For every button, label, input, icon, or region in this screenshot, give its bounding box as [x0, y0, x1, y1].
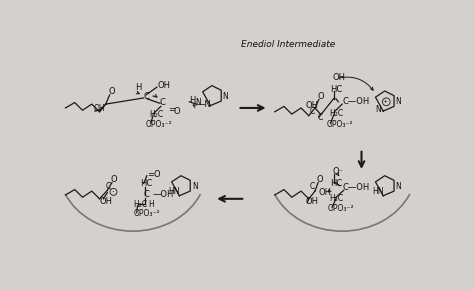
Text: OH: OH [319, 188, 332, 197]
Text: H₂C: H₂C [330, 194, 344, 203]
Text: ·: · [112, 187, 115, 197]
Text: C: C [318, 113, 323, 122]
Text: N: N [192, 182, 198, 191]
Text: OH: OH [333, 73, 346, 82]
Text: H₂C: H₂C [134, 200, 148, 209]
Text: H: H [190, 96, 196, 105]
Text: H₂C: H₂C [330, 109, 344, 118]
Text: C: C [106, 182, 111, 191]
Text: HC: HC [330, 85, 342, 94]
Text: OPO₃⁻²: OPO₃⁻² [327, 120, 353, 129]
Text: O⁻: O⁻ [333, 167, 344, 176]
Text: OH: OH [306, 101, 319, 110]
Text: N: N [195, 98, 201, 107]
Text: N: N [396, 182, 401, 191]
Text: H₂C: H₂C [149, 110, 163, 119]
Text: HC: HC [140, 179, 152, 188]
Text: OH: OH [158, 81, 171, 90]
Text: OPO₃⁻²: OPO₃⁻² [146, 119, 173, 129]
Text: HN: HN [169, 186, 180, 196]
Text: H: H [148, 200, 154, 209]
Text: N: N [396, 97, 401, 106]
Text: C—OH: C—OH [342, 183, 369, 192]
Text: HC: HC [330, 179, 342, 188]
Text: O: O [110, 175, 117, 184]
Text: OH: OH [93, 104, 105, 113]
Text: C: C [160, 98, 166, 107]
Text: OH: OH [306, 197, 319, 206]
Text: —N: —N [196, 99, 211, 108]
Text: C: C [144, 191, 150, 200]
Text: C: C [310, 182, 315, 191]
Text: N: N [375, 105, 381, 114]
Text: O: O [317, 92, 324, 101]
Text: C: C [310, 107, 315, 116]
Text: Enediol Intermediate: Enediol Intermediate [241, 39, 335, 48]
Text: OH: OH [100, 197, 112, 206]
Text: OPO₃⁻²: OPO₃⁻² [134, 209, 160, 218]
Text: —OH: —OH [152, 191, 173, 200]
Text: HN: HN [373, 186, 384, 196]
Text: =O: =O [147, 171, 161, 180]
Text: N: N [222, 92, 228, 101]
Text: OPO₃⁻²: OPO₃⁻² [328, 204, 354, 213]
Text: C: C [144, 92, 150, 101]
Text: O: O [174, 107, 181, 116]
Text: =: = [168, 105, 175, 114]
Text: C—OH: C—OH [342, 97, 369, 106]
Text: +: + [382, 99, 387, 104]
Text: H: H [135, 83, 142, 92]
Text: O: O [317, 175, 323, 184]
Text: O: O [108, 87, 115, 96]
